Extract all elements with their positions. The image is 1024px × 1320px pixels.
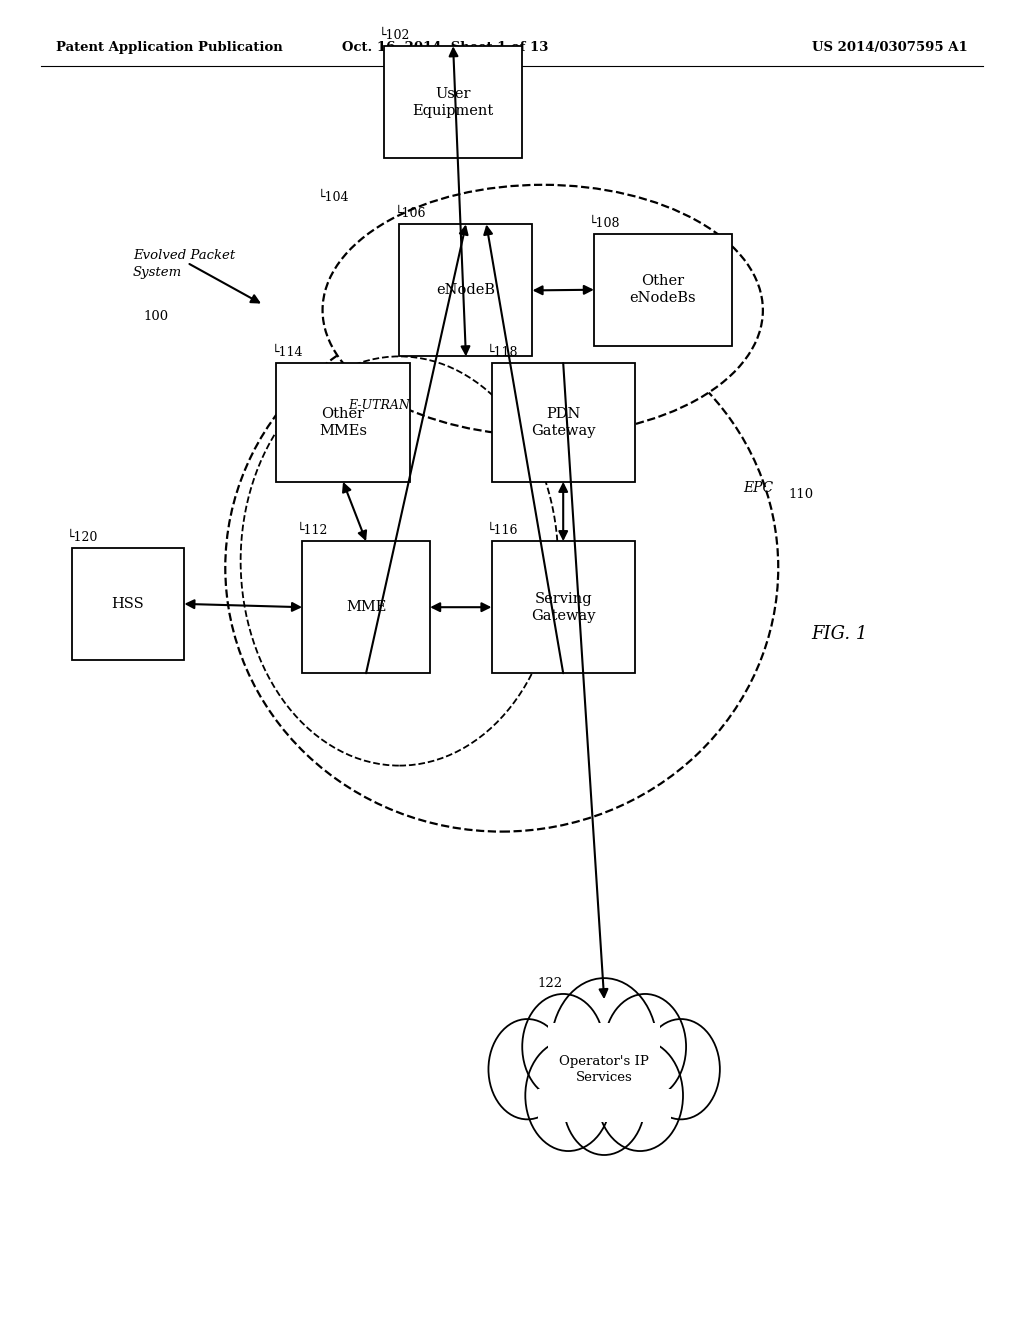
Text: └102: └102 <box>379 29 411 42</box>
Text: 110: 110 <box>788 488 814 502</box>
Text: └116: └116 <box>486 524 518 537</box>
Text: └106: └106 <box>394 207 426 220</box>
Text: US 2014/0307595 A1: US 2014/0307595 A1 <box>812 41 968 54</box>
FancyBboxPatch shape <box>492 541 635 673</box>
Text: PDN
Gateway: PDN Gateway <box>531 407 595 438</box>
FancyBboxPatch shape <box>276 363 410 482</box>
FancyBboxPatch shape <box>492 363 635 482</box>
Circle shape <box>551 978 657 1115</box>
Text: └120: └120 <box>67 531 98 544</box>
FancyBboxPatch shape <box>594 234 732 346</box>
FancyBboxPatch shape <box>399 224 532 356</box>
Circle shape <box>597 1040 683 1151</box>
FancyBboxPatch shape <box>302 541 430 673</box>
Text: 122: 122 <box>538 977 563 990</box>
Text: └104: └104 <box>317 191 349 205</box>
Text: └112: └112 <box>297 524 329 537</box>
Text: Other
eNodeBs: Other eNodeBs <box>630 275 696 305</box>
Circle shape <box>642 1019 720 1119</box>
FancyBboxPatch shape <box>538 1089 671 1122</box>
Ellipse shape <box>323 185 763 436</box>
Text: └118: └118 <box>486 346 518 359</box>
Circle shape <box>604 994 686 1100</box>
Text: └108: └108 <box>589 216 621 230</box>
Text: eNodeB: eNodeB <box>436 284 496 297</box>
Text: E-UTRAN: E-UTRAN <box>348 399 410 412</box>
Circle shape <box>522 994 604 1100</box>
Circle shape <box>488 1019 566 1119</box>
Text: Evolved Packet
System: Evolved Packet System <box>133 249 236 279</box>
Text: Oct. 16, 2014  Sheet 1 of 13: Oct. 16, 2014 Sheet 1 of 13 <box>342 41 549 54</box>
Text: Serving
Gateway: Serving Gateway <box>531 591 595 623</box>
FancyBboxPatch shape <box>384 46 522 158</box>
Text: FIG. 1: FIG. 1 <box>811 624 868 643</box>
Ellipse shape <box>225 304 778 832</box>
FancyBboxPatch shape <box>548 1023 660 1096</box>
Text: Operator's IP
Services: Operator's IP Services <box>559 1055 649 1084</box>
Text: HSS: HSS <box>112 597 144 611</box>
Text: Other
MMEs: Other MMEs <box>319 407 367 438</box>
FancyBboxPatch shape <box>72 548 184 660</box>
Text: User
Equipment: User Equipment <box>413 87 494 117</box>
Text: MME: MME <box>346 601 386 614</box>
Text: Patent Application Publication: Patent Application Publication <box>56 41 283 54</box>
Circle shape <box>563 1049 645 1155</box>
Text: EPC: EPC <box>743 482 773 495</box>
Text: └114: └114 <box>271 346 303 359</box>
Text: 100: 100 <box>143 310 169 323</box>
Circle shape <box>525 1040 611 1151</box>
